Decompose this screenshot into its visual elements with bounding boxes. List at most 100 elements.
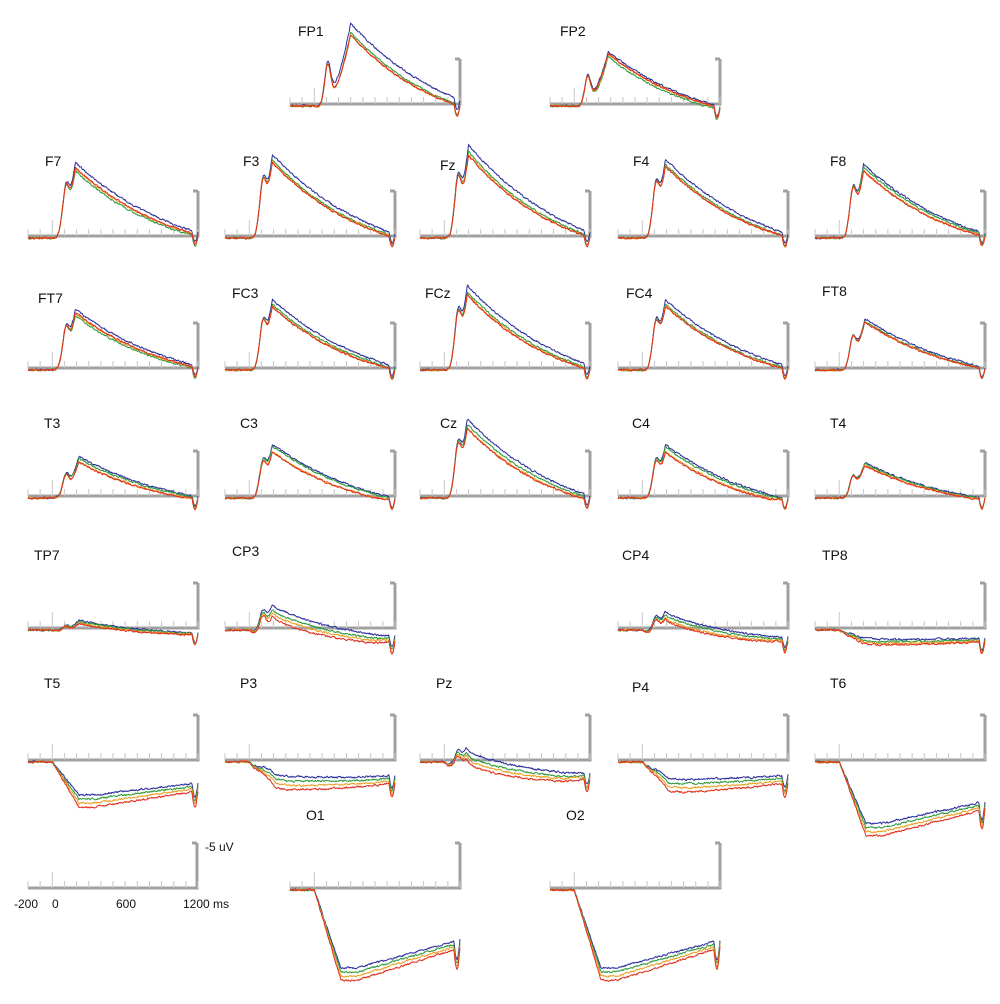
waveform-series-4 <box>617 760 789 798</box>
channel-fp2: FP2 <box>549 23 722 120</box>
channel-label: P4 <box>632 679 649 695</box>
channel-label: T3 <box>44 415 61 431</box>
channel-label: TP7 <box>34 547 60 563</box>
time-scale-label: -200 <box>14 897 38 911</box>
channel-t4: T4 <box>814 415 987 510</box>
waveform-series-4 <box>617 617 789 654</box>
channel-label: Fz <box>440 157 456 173</box>
waveform-series-1 <box>814 462 986 509</box>
channel-t3: T3 <box>27 415 200 511</box>
channel-label: C4 <box>632 415 650 431</box>
waveform-series-3 <box>224 451 396 510</box>
channel-f7: F7 <box>27 153 200 247</box>
waveform-series-2 <box>289 888 461 974</box>
time-scale-label: 0 <box>52 897 59 911</box>
waveform-series-4 <box>549 888 721 982</box>
channel-ft7: FT7 <box>27 290 200 379</box>
channel-label: O2 <box>566 807 585 823</box>
waveform-series-4 <box>617 451 789 510</box>
channel-label: FC4 <box>626 285 653 301</box>
channel-label: FT7 <box>38 290 63 306</box>
channel-tp8: TP8 <box>814 547 987 655</box>
channel-fc3: FC3 <box>224 285 397 380</box>
channel-label: F4 <box>633 153 650 169</box>
waveform-series-1 <box>289 888 461 970</box>
waveform-series-3 <box>27 760 199 805</box>
waveform-series-4 <box>419 755 591 793</box>
waveform-series-4 <box>814 760 986 837</box>
time-scale-label: 600 <box>116 897 136 911</box>
waveform-series-4 <box>289 888 461 982</box>
channel-label: FCz <box>425 285 451 301</box>
channel-f4: F4 <box>617 153 790 248</box>
channel-tp7: TP7 <box>27 547 200 646</box>
waveform-series-4 <box>419 293 591 380</box>
waveform-series-1 <box>224 760 396 789</box>
channel-o1: O1 <box>289 807 462 982</box>
channel-label: F3 <box>243 153 260 169</box>
channel-c4: C4 <box>617 415 790 510</box>
waveform-series-4 <box>224 615 396 655</box>
waveform-series-4 <box>224 161 396 248</box>
waveform-series-3 <box>224 612 396 653</box>
waveform-series-4 <box>27 760 199 809</box>
channel-label: T5 <box>44 675 61 691</box>
waveform-series-3 <box>617 450 789 510</box>
channel-p3: P3 <box>224 675 397 798</box>
waveform-series-4 <box>27 166 199 245</box>
channel-cz: Cz <box>419 415 592 509</box>
waveform-series-3 <box>549 888 721 978</box>
waveform-series-2 <box>224 760 396 792</box>
channel-pz: Pz <box>419 675 592 793</box>
channel-fp1: FP1 <box>289 22 462 118</box>
waveform-series-4 <box>224 760 396 798</box>
waveform-series-4 <box>289 34 461 117</box>
time-scale-label: 1200 ms <box>183 897 229 911</box>
waveform-series-3 <box>549 53 721 119</box>
waveform-series-3 <box>814 464 986 510</box>
waveform-series-4 <box>224 451 396 510</box>
channel-f8: F8 <box>814 153 987 247</box>
channel-label: Pz <box>436 675 452 691</box>
waveform-series-3 <box>27 461 199 509</box>
waveform-series-1 <box>617 760 789 788</box>
channel-c3: C3 <box>224 415 397 510</box>
waveform-series-4 <box>814 170 986 246</box>
waveform-series-4 <box>814 628 986 655</box>
channel-cp3: CP3 <box>224 543 397 655</box>
waveform-series-3 <box>419 753 591 790</box>
channel-f3: F3 <box>224 153 397 248</box>
waveform-series-2 <box>617 614 789 651</box>
waveform-series-4 <box>224 305 396 380</box>
waveform-series-3 <box>224 760 396 796</box>
waveform-series-3 <box>289 888 461 978</box>
channel-label: T4 <box>830 415 847 431</box>
channel-label: O1 <box>306 807 325 823</box>
waveform-series-4 <box>550 53 721 118</box>
waveform-series-2 <box>549 888 721 974</box>
channel-fz: Fz <box>419 143 592 248</box>
channel-label: F7 <box>45 153 62 169</box>
channel-label: T6 <box>830 675 847 691</box>
waveform-series-4 <box>419 427 591 509</box>
channel-label: CP4 <box>622 547 649 563</box>
channel-label: FP1 <box>298 23 324 39</box>
waveform-series-1 <box>814 760 986 825</box>
channel-label: P3 <box>240 675 257 691</box>
waveform-series-3 <box>617 760 789 795</box>
waveform-series-2 <box>814 463 986 509</box>
channel-o2: O2 <box>549 807 722 982</box>
channel-label: TP8 <box>822 547 848 563</box>
waveform-series-4 <box>27 622 199 646</box>
channel-label: CP3 <box>232 543 259 559</box>
channel-label: FC3 <box>232 285 259 301</box>
channel-fc4: FC4 <box>617 285 790 380</box>
channel-cp4: CP4 <box>617 547 790 654</box>
channel-ft8: FT8 <box>814 283 987 380</box>
waveform-series-4 <box>27 461 199 511</box>
channel-label: Cz <box>440 415 457 431</box>
waveform-series-4 <box>419 155 591 248</box>
channel-fcz: FCz <box>419 284 592 380</box>
waveform-series-3 <box>815 760 986 834</box>
